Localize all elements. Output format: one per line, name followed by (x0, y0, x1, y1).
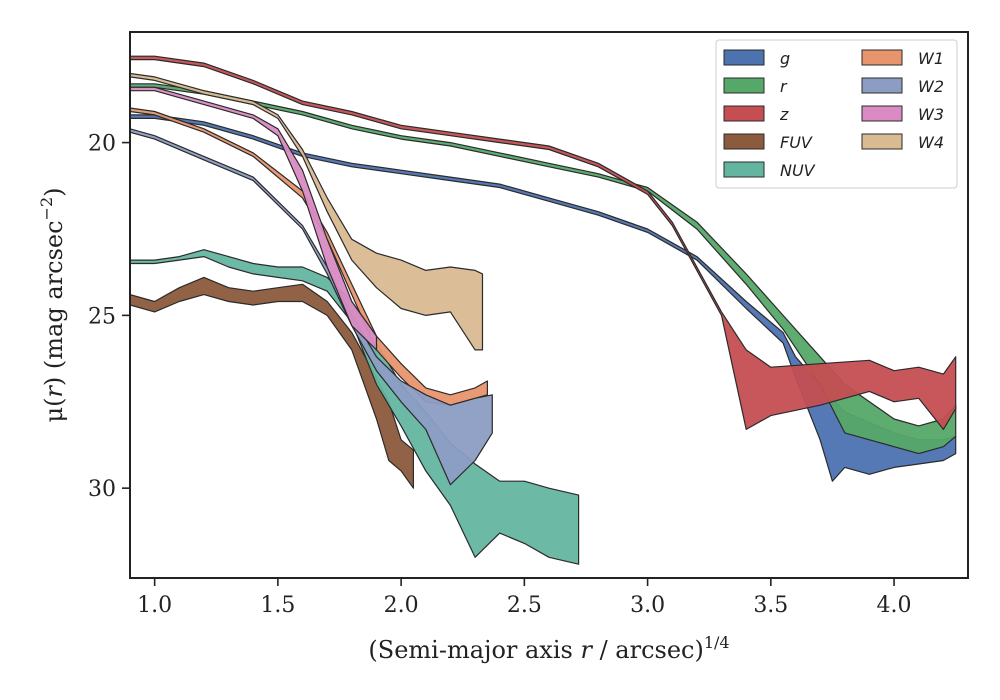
ticks-layer: 1.0 1.5 2.0 2.5 3.0 3.5 4.0 20 25 30 (88, 132, 912, 618)
legend-swatch-g (723, 49, 765, 66)
x-tick-label: 4.0 (877, 593, 912, 618)
legend: grz FUV NUV W1 W2 W3 W4 (715, 39, 958, 189)
plot-frame (129, 31, 969, 579)
legend-label-fuv: FUV (780, 133, 813, 152)
legend-swatch-r (723, 77, 765, 94)
legend-swatch-nuv (723, 161, 765, 178)
series-band-r (130, 83, 957, 455)
series-band-nuv (130, 249, 580, 565)
legend-swatch-w3 (861, 105, 903, 122)
x-tick-label: 2.0 (384, 593, 419, 618)
series-band-w3 (130, 86, 378, 351)
x-tick-label: 1.0 (137, 593, 172, 618)
series-band-w4 (130, 72, 484, 351)
y-axis-title: μ(r) (mag arcsec−2) (37, 187, 68, 422)
x-tick-label: 1.5 (260, 593, 295, 618)
y-tick-label: 30 (88, 477, 116, 502)
x-tick-label: 3.0 (630, 593, 665, 618)
series-band-g (130, 114, 957, 482)
legend-swatch-w1 (861, 49, 903, 66)
legend-swatch-z (723, 105, 765, 122)
legend-label-w3: W3 (918, 105, 944, 124)
legend-swatch-w2 (861, 77, 903, 94)
legend-label-g: g (780, 49, 790, 68)
y-tick-label: 25 (88, 304, 116, 329)
legend-label-w4: W4 (918, 133, 944, 152)
x-tick-label: 3.5 (753, 593, 788, 618)
legend-swatch-w4 (861, 133, 903, 150)
series-band-fuv (130, 276, 414, 489)
y-tick-label: 20 (88, 132, 116, 157)
legend-label-nuv: NUV (780, 161, 816, 180)
legend-box (715, 39, 958, 189)
legend-label-w1: W1 (918, 49, 944, 68)
series-band-z (130, 55, 957, 430)
x-axis-title: (Semi-major axis r / arcsec)1/4 (368, 633, 729, 664)
series-band-w2 (130, 128, 493, 486)
legend-label-r: r (780, 77, 788, 96)
series-layer (130, 55, 957, 565)
legend-label-w2: W2 (918, 77, 944, 96)
legend-swatch-fuv (723, 133, 765, 150)
x-tick-label: 2.5 (507, 593, 542, 618)
legend-label-z: z (779, 105, 789, 124)
